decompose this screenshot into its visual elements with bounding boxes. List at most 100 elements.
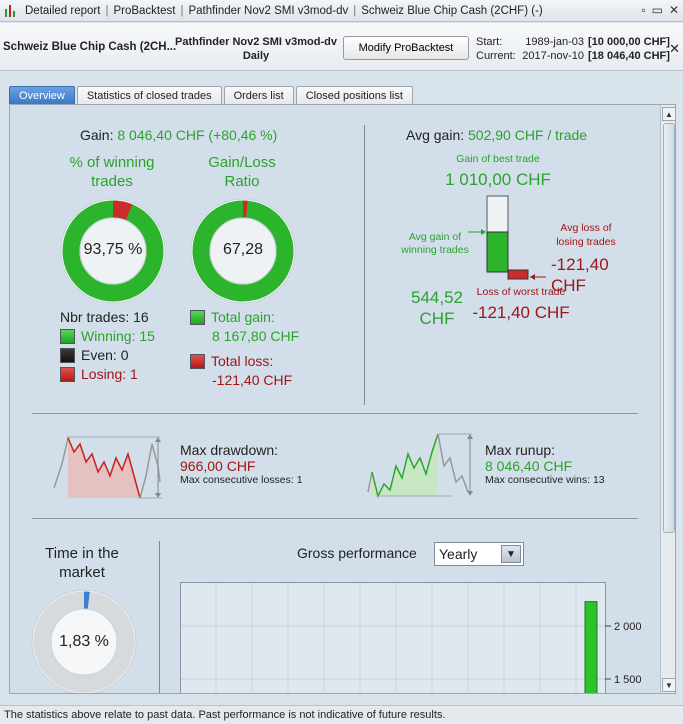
scroll-down-icon[interactable]: ▼ <box>662 678 675 692</box>
gain-summary: Gain: 8 046,40 CHF (+80,46 %) <box>80 127 277 143</box>
even-text: Even: 0 <box>81 347 129 363</box>
winning-swatch <box>60 329 75 344</box>
system-name: Pathfinder Nov2 SMI v3mod-dv <box>175 36 337 48</box>
section-divider-2 <box>159 541 160 693</box>
report-header: Schweiz Blue Chip Cash (2CH... Pathfinde… <box>0 23 683 71</box>
losing-swatch <box>60 367 75 382</box>
avg-loss-losing-label: Avg loss of losing trades <box>556 222 616 248</box>
restore-icon[interactable]: ▫ <box>641 3 646 17</box>
drawdown-line <box>67 437 141 499</box>
divider-1 <box>32 413 638 414</box>
time-in-market-title: Time in the market <box>45 545 119 581</box>
start-date: 1989-jan-03 <box>525 36 584 48</box>
losing-arc <box>62 200 164 302</box>
ratio-value: 67,28 <box>222 241 264 258</box>
current-label: Current: <box>476 50 516 62</box>
total-loss-value: -121,40 CHF <box>212 372 293 388</box>
title-item-report[interactable]: Detailed report <box>25 4 101 17</box>
max-runup-value: 8 046,40 CHF <box>485 458 573 474</box>
tab-orders-list[interactable]: Orders list <box>223 86 294 104</box>
winning-pct-title: % of winning trades <box>69 154 155 190</box>
date-range: Start: 1989-jan-03 [10 000,00 CHF] Current… <box>476 35 670 63</box>
tab-overview[interactable]: Overview <box>9 86 75 104</box>
current-capital: [18 046,40 CHF] <box>588 50 670 62</box>
time-in-market-value: 1,83 % <box>59 633 109 650</box>
drawdown-chart <box>53 435 162 499</box>
winning-donut <box>60 198 166 304</box>
instrument-name: Schweiz Blue Chip Cash (2CH... <box>3 41 177 53</box>
gross-performance-chart: 2 000 1 500 <box>180 582 642 693</box>
worst-trade-label: Loss of worst trade <box>476 286 566 298</box>
disclaimer-footer: The statistics above relate to past data… <box>0 705 683 724</box>
start-label: Start: <box>476 36 503 48</box>
runup-chart <box>367 433 473 499</box>
overview-content: Gain: 8 046,40 CHF (+80,46 %) % of winni… <box>10 105 660 693</box>
winning-pct-value: 93,75 % <box>83 241 143 258</box>
close-report-icon[interactable]: ✕ <box>669 41 680 56</box>
tab-closed-positions-list[interactable]: Closed positions list <box>295 86 413 104</box>
period-select[interactable]: Yearly ▼ <box>434 542 524 566</box>
avg-gain-bar <box>486 231 509 273</box>
max-consec-losses: Max consecutive losses: 1 <box>180 474 303 486</box>
max-drawdown-value: 966,00 CHF <box>180 458 256 474</box>
total-loss-row: Total loss: <box>190 352 299 371</box>
gain-loss-ratio-title: Gain/Loss Ratio <box>208 154 276 190</box>
total-gain-swatch <box>190 310 205 325</box>
runup-stats: Max runup: 8 046,40 CHF Max consecutive … <box>485 442 605 486</box>
gain-loss-legend: Total gain: 8 167,80 CHF Total loss: -12… <box>190 308 299 390</box>
maximize-icon[interactable]: ▭ <box>651 3 663 17</box>
timeframe: Daily <box>242 50 270 62</box>
time-in-market-donut <box>31 589 137 693</box>
candlestick-icon <box>4 4 16 18</box>
performance-bar <box>584 601 598 693</box>
losing-row: Losing: 1 <box>60 365 155 384</box>
best-trade-label: Gain of best trade <box>456 153 540 165</box>
total-gain-row: Total gain: <box>190 308 299 327</box>
title-item-instrument[interactable]: Schweiz Blue Chip Cash (2CHF) (-) <box>361 4 543 17</box>
tab-statistics-closed-trades[interactable]: Statistics of closed trades <box>76 86 222 104</box>
tab-bar: Overview Statistics of closed trades Ord… <box>9 86 413 104</box>
worst-trade-value: -121,40 CHF <box>472 303 570 322</box>
best-trade-value: 1 010,00 CHF <box>445 170 551 189</box>
losing-text: Losing: 1 <box>81 366 138 382</box>
avg-gain-winning-value: 544,52 CHF <box>411 288 463 328</box>
drawdown-stats: Max drawdown: 966,00 CHF Max consecutive… <box>180 442 303 486</box>
winning-text: Winning: 15 <box>81 328 155 344</box>
title-bar: Detailed report | ProBacktest | Pathfinder… <box>0 0 683 22</box>
vertical-scrollbar[interactable]: ▲ ▼ <box>660 105 675 693</box>
gross-performance-label: Gross performance <box>297 545 417 561</box>
nbr-trades: Nbr trades: 16 <box>60 308 155 327</box>
title-item-system[interactable]: Pathfinder Nov2 SMI v3mod-dv <box>188 4 349 17</box>
gain-value: 8 046,40 CHF (+80,46 %) <box>117 127 278 143</box>
max-runup-label: Max runup: <box>485 442 556 458</box>
total-loss-swatch <box>190 354 205 369</box>
title-item-probacktest[interactable]: ProBacktest <box>113 4 176 17</box>
max-consec-wins: Max consecutive wins: 13 <box>485 474 605 486</box>
max-drawdown-label: Max drawdown: <box>180 442 279 458</box>
total-loss-label: Total loss: <box>211 353 274 369</box>
modify-probacktest-button[interactable]: Modify ProBacktest <box>343 36 469 60</box>
scroll-up-icon[interactable]: ▲ <box>662 107 675 121</box>
divider-2 <box>32 518 638 519</box>
trade-distribution-graphic <box>468 195 546 280</box>
time-arc <box>33 591 135 693</box>
scrollbar-thumb[interactable] <box>663 123 675 533</box>
avg-gain-label: Avg gain: <box>406 127 465 143</box>
y-tick-label: 2 000 <box>614 621 642 633</box>
overview-panel: Gain: 8 046,40 CHF (+80,46 %) % of winni… <box>9 104 676 694</box>
section-divider <box>364 125 365 405</box>
avg-gain-winning-label: Avg gain of winning trades <box>401 231 469 256</box>
loss-arc <box>192 200 294 302</box>
chevron-down-icon[interactable]: ▼ <box>501 545 521 563</box>
close-icon[interactable]: ✕ <box>668 3 679 17</box>
total-gain-label: Total gain: <box>211 309 275 325</box>
system-info: Pathfinder Nov2 SMI v3mod-dv Daily <box>171 35 341 63</box>
even-swatch <box>60 348 75 363</box>
ratio-donut <box>190 198 296 304</box>
even-row: Even: 0 <box>60 346 155 365</box>
nbr-trades-text: Nbr trades: 16 <box>60 309 149 325</box>
avg-gain-summary: Avg gain: 502,90 CHF / trade <box>406 127 587 143</box>
period-select-value: Yearly <box>439 546 478 562</box>
gain-label: Gain: <box>80 127 114 143</box>
worst-trade-bar <box>507 269 529 280</box>
